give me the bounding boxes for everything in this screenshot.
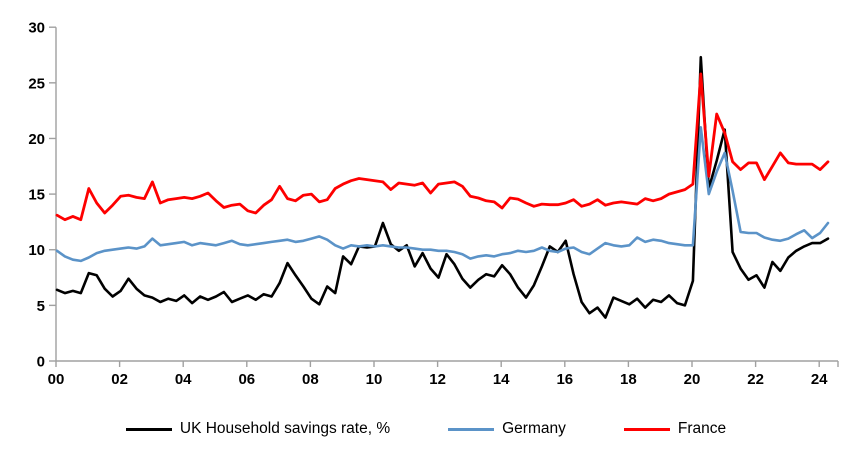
- x-axis-tick-label: 14: [493, 371, 510, 388]
- x-axis-tick-label: 06: [238, 371, 255, 388]
- uk-line-swatch: [125, 427, 172, 431]
- x-axis-tick-label: 04: [175, 371, 192, 388]
- y-axis-tick-label: 25: [28, 75, 45, 92]
- y-axis-tick-label: 15: [28, 187, 45, 204]
- legend-label-uk: UK Household savings rate, %: [179, 420, 391, 437]
- x-axis-tick-label: 22: [747, 371, 764, 388]
- legend-label-germany: Germany: [502, 420, 566, 437]
- x-axis-tick-label: 08: [302, 371, 319, 388]
- x-axis-tick-label: 12: [429, 371, 446, 388]
- france-line-swatch: [623, 427, 670, 431]
- x-axis-tick-label: 16: [556, 371, 573, 388]
- y-axis-tick-label: 20: [28, 131, 45, 148]
- chart-legend: UK Household savings rate, % Germany Fra…: [0, 420, 852, 438]
- x-axis-tick-label: 10: [366, 371, 383, 388]
- legend-item-germany: Germany: [448, 420, 566, 438]
- y-axis-tick-label: 0: [37, 354, 45, 371]
- x-axis-tick-label: 24: [811, 371, 828, 388]
- savings-rate-line-chart: 0 5 10 15 20 25 30 00 02 04 06 08 10 12 14 16 18 20 22 24: [28, 20, 839, 388]
- y-axis-tick-label: 5: [37, 298, 45, 315]
- legend-item-france: France: [623, 420, 727, 438]
- germany-line-swatch: [448, 427, 495, 431]
- legend-item-uk: UK Household savings rate, %: [125, 420, 391, 438]
- y-axis-tick-label: 30: [28, 20, 45, 37]
- x-axis-tick-label: 02: [111, 371, 128, 388]
- x-axis-tick-label: 18: [620, 371, 637, 388]
- x-axis-tick-label: 20: [684, 371, 701, 388]
- legend-label-france: France: [677, 420, 727, 437]
- x-axis-tick-label: 00: [48, 371, 65, 388]
- france-line: [55, 72, 830, 222]
- y-axis-tick-label: 10: [28, 242, 45, 259]
- germany-line: [55, 126, 830, 263]
